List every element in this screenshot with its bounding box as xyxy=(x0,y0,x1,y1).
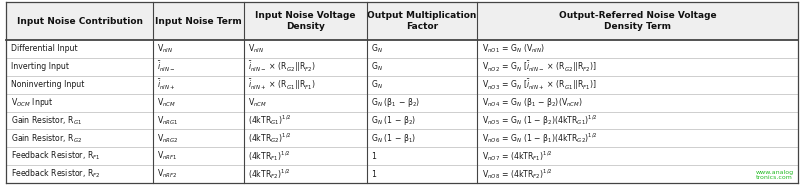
Text: Gain Resistor, R$_{G2}$: Gain Resistor, R$_{G2}$ xyxy=(11,132,82,144)
Text: Noninverting Input: Noninverting Input xyxy=(11,80,84,89)
Text: Input Noise Voltage
Density: Input Noise Voltage Density xyxy=(255,11,355,31)
Text: Input Noise Contribution: Input Noise Contribution xyxy=(17,16,142,26)
Text: V$_{nRG1}$: V$_{nRG1}$ xyxy=(158,114,179,127)
Text: V$_{nCM}$: V$_{nCM}$ xyxy=(158,96,177,109)
Text: V$_{nIN}$: V$_{nIN}$ xyxy=(158,43,174,55)
Text: Inverting Input: Inverting Input xyxy=(11,62,69,71)
Text: V$_{nO4}$ = G$_N$ (β$_1$ − β$_2$)(V$_{nCM}$): V$_{nO4}$ = G$_N$ (β$_1$ − β$_2$)(V$_{nC… xyxy=(482,96,583,109)
Text: V$_{nO8}$ = (4kTR$_{F2}$)$^{1/2}$: V$_{nO8}$ = (4kTR$_{F2}$)$^{1/2}$ xyxy=(482,167,553,181)
Text: Input Noise Term: Input Noise Term xyxy=(155,16,242,26)
Text: G$_N$: G$_N$ xyxy=(371,60,383,73)
Text: 1: 1 xyxy=(371,170,376,179)
Text: V$_{nO5}$ = G$_N$ (1 − β$_2$)(4kTR$_{G1}$)$^{1/2}$: V$_{nO5}$ = G$_N$ (1 − β$_2$)(4kTR$_{G1}… xyxy=(482,113,598,128)
Text: G$_N$: G$_N$ xyxy=(371,78,383,91)
Text: V$_{nO7}$ = (4kTR$_{F1}$)$^{1/2}$: V$_{nO7}$ = (4kTR$_{F1}$)$^{1/2}$ xyxy=(482,149,553,163)
Text: V$_{nIN}$: V$_{nIN}$ xyxy=(248,43,265,55)
Text: G$_N$: G$_N$ xyxy=(371,43,383,55)
Text: www.analog
tronics.com: www.analog tronics.com xyxy=(755,170,794,180)
Text: Differential Input: Differential Input xyxy=(11,44,78,53)
Text: G$_N$ (β$_1$ − β$_2$): G$_N$ (β$_1$ − β$_2$) xyxy=(371,96,420,109)
Text: $\bar{i}$$_{nIN+}$ × (R$_{G1}$||R$_{F1}$): $\bar{i}$$_{nIN+}$ × (R$_{G1}$||R$_{F1}$… xyxy=(248,77,316,92)
Text: Feedback Resistor, R$_{F2}$: Feedback Resistor, R$_{F2}$ xyxy=(11,168,101,180)
Text: V$_{nRG2}$: V$_{nRG2}$ xyxy=(158,132,179,144)
Text: Gain Resistor, R$_{G1}$: Gain Resistor, R$_{G1}$ xyxy=(11,114,82,127)
Text: V$_{nRF1}$: V$_{nRF1}$ xyxy=(158,150,178,162)
Text: (4kTR$_{G1}$)$^{1/2}$: (4kTR$_{G1}$)$^{1/2}$ xyxy=(248,113,292,127)
Text: V$_{nCM}$: V$_{nCM}$ xyxy=(248,96,267,109)
Text: V$_{nO6}$ = G$_N$ (1 − β$_1$)(4kTR$_{G2}$)$^{1/2}$: V$_{nO6}$ = G$_N$ (1 − β$_1$)(4kTR$_{G2}… xyxy=(482,131,598,146)
Text: (4kTR$_{G2}$)$^{1/2}$: (4kTR$_{G2}$)$^{1/2}$ xyxy=(248,131,292,145)
Text: $\bar{i}$$_{nIN+}$: $\bar{i}$$_{nIN+}$ xyxy=(158,78,176,92)
Text: V$_{nRF2}$: V$_{nRF2}$ xyxy=(158,168,178,180)
Text: Output Multiplication
Factor: Output Multiplication Factor xyxy=(367,11,477,31)
Text: V$_{OCM}$ Input: V$_{OCM}$ Input xyxy=(11,96,54,109)
Text: Output-Referred Noise Voltage
Density Term: Output-Referred Noise Voltage Density Te… xyxy=(559,11,717,31)
Text: 1: 1 xyxy=(371,152,376,161)
Text: (4kTR$_{F2}$)$^{1/2}$: (4kTR$_{F2}$)$^{1/2}$ xyxy=(248,167,291,181)
Text: $\bar{i}$$_{nIN-}$ × (R$_{G2}$||R$_{F2}$): $\bar{i}$$_{nIN-}$ × (R$_{G2}$||R$_{F2}$… xyxy=(248,59,316,74)
Text: V$_{nO2}$ = G$_N$ [$\bar{i}$$_{nIN-}$ × (R$_{G2}$||R$_{F2}$)]: V$_{nO2}$ = G$_N$ [$\bar{i}$$_{nIN-}$ × … xyxy=(482,59,597,74)
Text: (4kTR$_{F1}$)$^{1/2}$: (4kTR$_{F1}$)$^{1/2}$ xyxy=(248,149,291,163)
Bar xyxy=(6,2,798,40)
Text: G$_N$ (1 − β$_1$): G$_N$ (1 − β$_1$) xyxy=(371,132,416,145)
Text: V$_{nO3}$ = G$_N$ [$\bar{i}$$_{nIN+}$ × (R$_{G1}$||R$_{F1}$)]: V$_{nO3}$ = G$_N$ [$\bar{i}$$_{nIN+}$ × … xyxy=(482,77,597,92)
Text: $\bar{i}$$_{nIN-}$: $\bar{i}$$_{nIN-}$ xyxy=(158,60,176,74)
Text: Feedback Resistor, R$_{F1}$: Feedback Resistor, R$_{F1}$ xyxy=(11,150,100,162)
Text: V$_{nO1}$ = G$_N$ (V$_{nIN}$): V$_{nO1}$ = G$_N$ (V$_{nIN}$) xyxy=(482,43,545,55)
Text: G$_N$ (1 − β$_2$): G$_N$ (1 − β$_2$) xyxy=(371,114,416,127)
